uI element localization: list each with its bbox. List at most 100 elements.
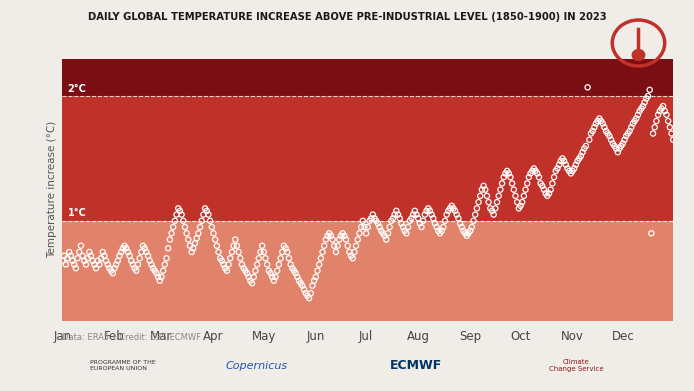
Point — [89, 261, 100, 267]
Point — [587, 128, 598, 134]
Point — [514, 205, 525, 212]
Point — [314, 261, 325, 267]
Point — [451, 212, 462, 218]
Point — [352, 237, 363, 243]
Point — [354, 230, 365, 237]
Point — [616, 143, 627, 149]
Point — [242, 270, 253, 276]
Point — [122, 249, 133, 255]
Point — [366, 215, 377, 221]
Point — [436, 228, 447, 234]
Point — [491, 199, 502, 205]
Point — [233, 249, 244, 255]
Point — [483, 199, 494, 205]
Point — [597, 120, 608, 127]
Point — [646, 230, 657, 237]
Point — [464, 228, 475, 234]
Point — [572, 158, 583, 164]
Point — [76, 243, 87, 249]
Point — [221, 267, 232, 274]
Point — [522, 180, 533, 187]
Point — [361, 230, 372, 237]
Point — [60, 261, 71, 267]
Point — [575, 153, 586, 159]
Point — [72, 255, 83, 261]
Point — [277, 249, 288, 255]
Point — [205, 218, 216, 224]
Point — [490, 205, 501, 212]
Point — [649, 124, 660, 130]
Point — [210, 237, 221, 243]
Bar — [62, 221, 673, 321]
Point — [663, 118, 674, 124]
Point — [166, 230, 177, 237]
Point — [428, 215, 439, 221]
Point — [186, 249, 197, 255]
Point — [552, 165, 563, 172]
Text: ECMWF: ECMWF — [390, 359, 443, 372]
Point — [295, 280, 306, 286]
Point — [434, 230, 446, 237]
Point — [651, 118, 662, 124]
Point — [133, 261, 144, 267]
Point — [64, 249, 75, 255]
Point — [652, 112, 663, 118]
Point — [70, 265, 81, 271]
Point — [520, 187, 531, 193]
Point — [105, 267, 117, 274]
Text: Copernicus: Copernicus — [226, 361, 288, 371]
Point — [455, 220, 466, 226]
Point — [317, 249, 328, 255]
Point — [562, 165, 573, 172]
Point — [201, 208, 212, 214]
Point — [441, 212, 452, 218]
Point — [403, 224, 414, 230]
Point — [498, 174, 509, 180]
Point — [439, 218, 450, 224]
Point — [332, 243, 343, 249]
Point — [564, 168, 575, 174]
Point — [450, 208, 461, 214]
Point — [612, 149, 623, 155]
Point — [246, 280, 257, 286]
Point — [634, 108, 645, 114]
Point — [629, 118, 640, 124]
Point — [468, 218, 479, 224]
Text: 2°C: 2°C — [67, 84, 86, 93]
Point — [213, 249, 224, 255]
Point — [393, 212, 404, 218]
Point — [136, 249, 147, 255]
Point — [379, 233, 390, 239]
Point — [335, 233, 346, 239]
Point — [81, 261, 92, 267]
Point — [631, 115, 642, 122]
Point — [475, 193, 486, 199]
Point — [269, 278, 280, 284]
Point — [617, 140, 628, 147]
Point — [547, 180, 558, 187]
Point — [423, 205, 434, 212]
Point — [262, 261, 273, 267]
Point — [503, 170, 514, 177]
Text: DAILY GLOBAL TEMPERATURE INCREASE ABOVE PRE-INDUSTRIAL LEVEL (1850-1900) IN 2023: DAILY GLOBAL TEMPERATURE INCREASE ABOVE … — [87, 12, 607, 22]
Point — [112, 258, 124, 264]
Point — [178, 218, 189, 224]
Point — [527, 168, 538, 174]
Point — [312, 267, 323, 274]
Point — [235, 255, 246, 261]
Point — [648, 130, 659, 136]
Point — [586, 130, 597, 136]
Point — [146, 261, 157, 267]
Point — [108, 270, 119, 276]
Point — [67, 258, 78, 264]
Point — [525, 170, 536, 177]
Point — [599, 124, 610, 130]
Point — [539, 187, 550, 193]
Point — [162, 245, 174, 251]
Point — [643, 93, 654, 99]
Point — [315, 255, 326, 261]
Point — [124, 253, 135, 259]
Point — [327, 237, 338, 243]
Point — [99, 253, 110, 259]
Point — [250, 267, 261, 274]
